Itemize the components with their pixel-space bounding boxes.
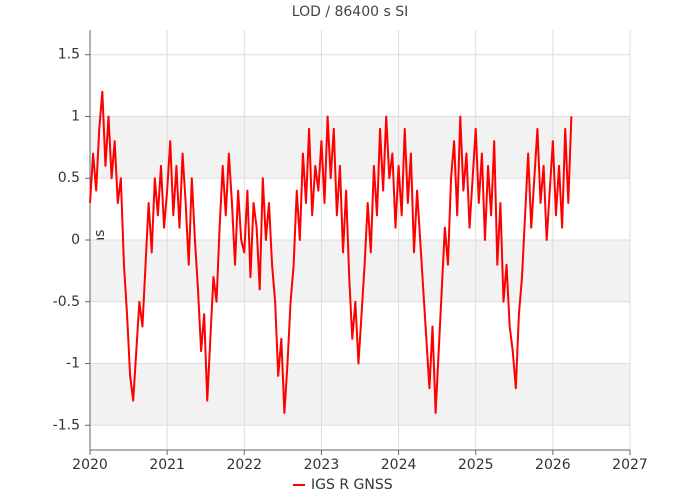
y-tick-label: -0.5	[53, 294, 80, 310]
x-tick-label: 2024	[381, 457, 417, 473]
data-line	[89, 90, 573, 414]
chart-title: LOD / 86400 s SI	[292, 4, 408, 20]
y-tick-label: 1.5	[58, 47, 80, 63]
x-tick-label: 2027	[612, 457, 648, 473]
x-tick-label: 2026	[535, 457, 571, 473]
grid-band	[90, 240, 630, 302]
y-tick-label: 1	[71, 108, 80, 124]
x-tick-label: 2025	[458, 457, 494, 473]
legend-label: IGS R GNSS	[311, 477, 393, 493]
x-tick-label: 2021	[149, 457, 185, 473]
x-tick-label: 2023	[304, 457, 340, 473]
x-tick-label: 2020	[72, 457, 108, 473]
y-tick-label: 0.5	[58, 170, 80, 186]
y-tick-label: -1	[66, 356, 80, 372]
y-tick-label: 0	[71, 232, 80, 248]
grid-band	[90, 363, 630, 426]
y-tick-label: -1.5	[53, 417, 80, 433]
x-tick-label: 2022	[226, 457, 262, 473]
